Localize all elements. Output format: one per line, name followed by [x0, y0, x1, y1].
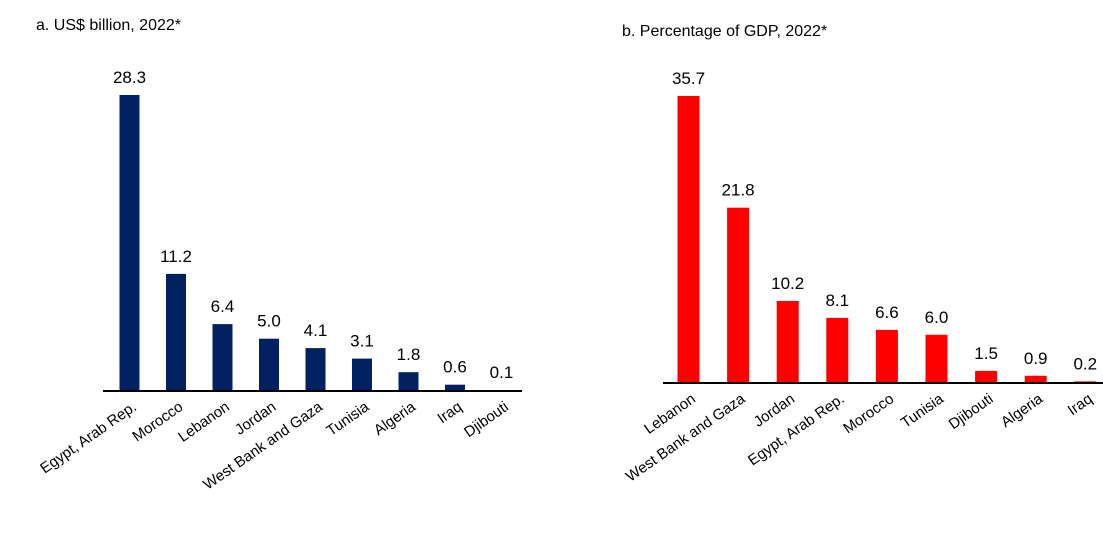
panel-a-value-label: 5.0 — [257, 312, 281, 331]
panel-b-value-label: 0.9 — [1024, 349, 1048, 368]
panel-a-value-label: 4.1 — [304, 321, 328, 340]
panel-b: b. Percentage of GDP, 2022* 35.7Lebanon2… — [622, 23, 1103, 485]
panel-a: a. US$ billion, 2022* 28.3 Egypt, Arab Re… — [36, 17, 522, 493]
panel-a-value-label: 1.8 — [397, 345, 421, 364]
panel-a-bar — [305, 348, 326, 391]
panel-b-bar — [925, 334, 948, 383]
panel-b-category-label: Tunisia — [898, 390, 947, 432]
panel-a-bar — [166, 273, 186, 391]
panel-a-value-label: 3.1 — [350, 332, 374, 351]
panel-a-category-label: Lebanon — [175, 398, 233, 445]
panel-a-bar — [398, 372, 419, 391]
panel-b-bar — [975, 370, 998, 383]
panel-b-category-label: Algeria — [998, 390, 1047, 431]
panel-a-value-label: 6.4 — [211, 297, 235, 316]
panel-b-category-label: Iraq — [1065, 390, 1096, 419]
panel-b-value-label: 10.2 — [771, 274, 804, 293]
panel-b-title: b. Percentage of GDP, 2022* — [622, 23, 827, 40]
panel-b-category-label: Djibouti — [946, 390, 997, 433]
panel-b-bar — [677, 96, 700, 383]
panel-a-value-label: 0.1 — [490, 363, 514, 382]
panel-b-bar — [875, 329, 898, 383]
panel-b-value-label: 0.2 — [1073, 354, 1097, 373]
panel-a-value-label: 0.6 — [443, 358, 467, 377]
panel-a-category-label: Algeria — [371, 398, 420, 439]
panel-b-value-label: 35.7 — [672, 69, 705, 88]
panel-b-value-label: 1.5 — [974, 344, 998, 363]
panel-b-value-label: 21.8 — [722, 181, 755, 200]
panel-a-value-label: 11.2 — [160, 247, 192, 266]
panel-a-bar — [259, 338, 279, 391]
panel-b-value-label: 6.6 — [875, 303, 899, 322]
panel-a-bar — [212, 324, 233, 391]
panel-a-bar — [352, 358, 372, 391]
panel-b-bar — [826, 317, 849, 383]
panel-b-bar — [727, 207, 750, 383]
panel-b-bar — [1024, 375, 1047, 383]
panel-b-category-label: Morocco — [840, 390, 897, 437]
panel-a-title: a. US$ billion, 2022* — [36, 17, 181, 34]
panel-a-category-label: Djibouti — [461, 398, 512, 441]
panel-b-value-label: 6.0 — [925, 308, 949, 327]
panel-b-value-label: 8.1 — [825, 291, 849, 310]
panel-a-category-label: Morocco — [129, 398, 186, 445]
panel-a-category-label: Egypt, Arab Rep. — [37, 398, 140, 477]
panel-a-category-label: Tunisia — [323, 398, 372, 440]
panel-a-bar — [119, 95, 140, 391]
panel-a-bar — [445, 384, 465, 391]
panel-a-value-label: 28.3 — [113, 68, 146, 87]
panel-b-bar — [776, 301, 799, 383]
panel-a-category-label: Iraq — [434, 398, 465, 427]
